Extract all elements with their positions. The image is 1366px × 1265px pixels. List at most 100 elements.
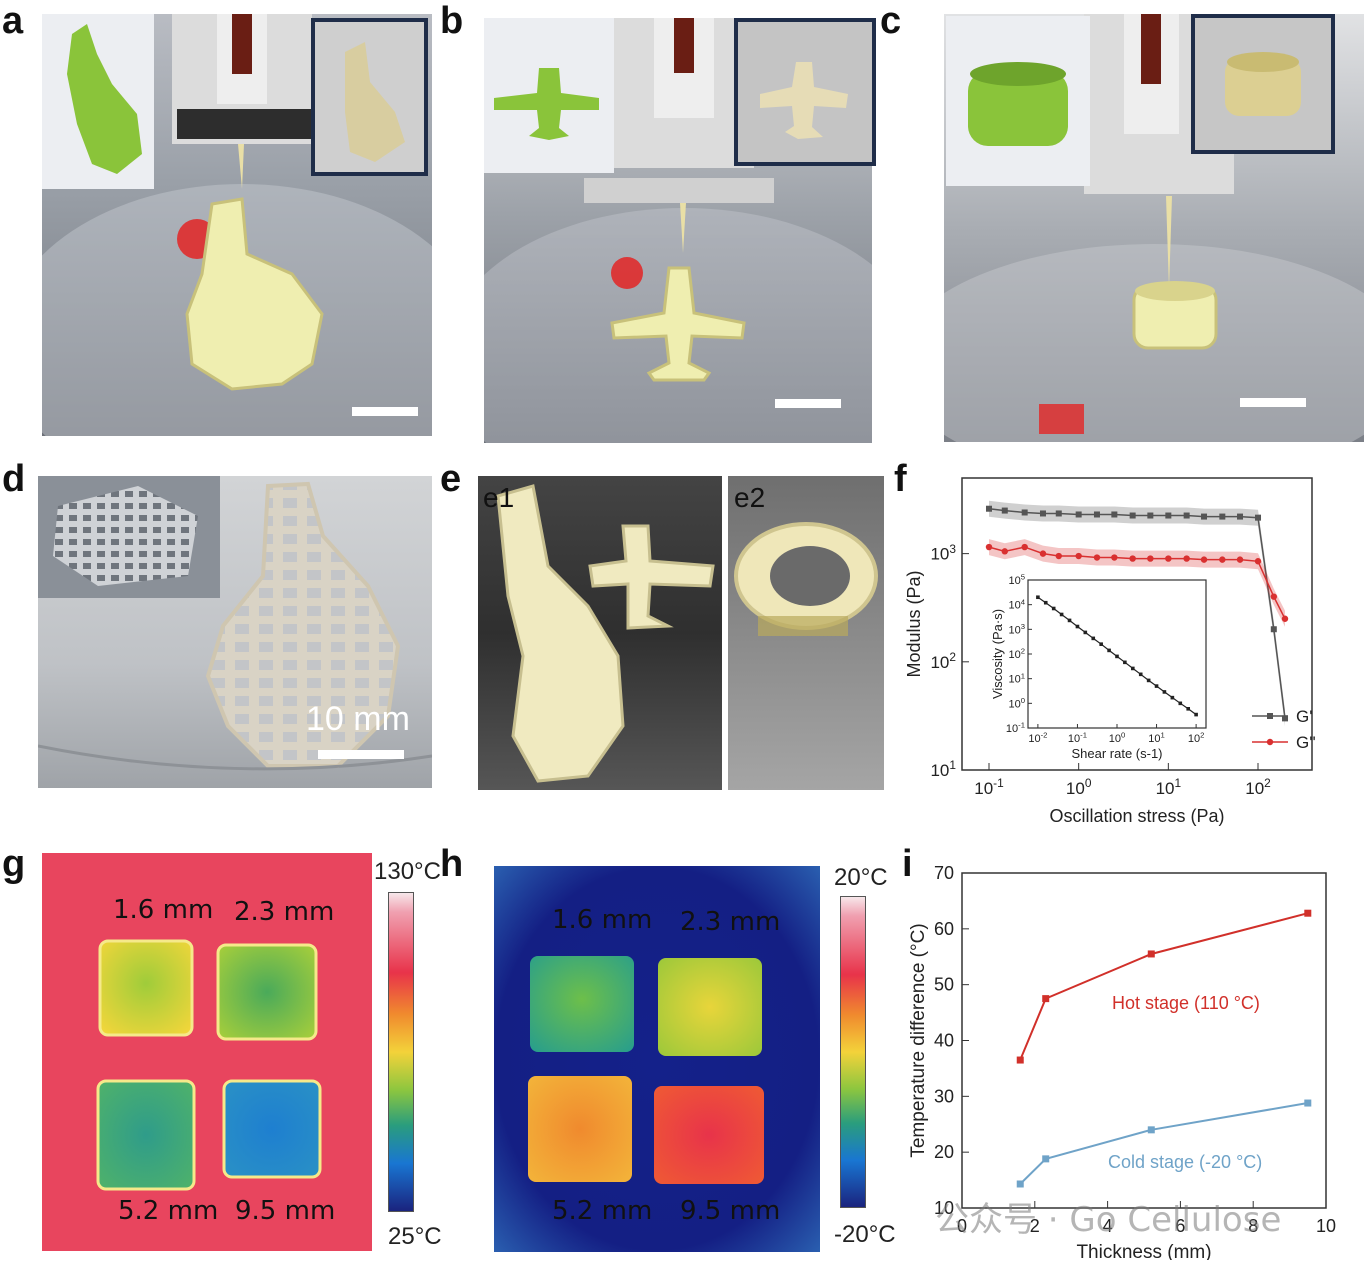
inset-a-cad-model <box>42 14 154 189</box>
chart-f-legend-marker <box>1266 738 1274 746</box>
chart-f-inset-xtick-label: 102 <box>1188 731 1205 745</box>
chart-f-ylabel: Modulus (Pa) <box>904 570 924 677</box>
chart-f-xtick-label: 100 <box>1066 776 1092 798</box>
chart-i-line-0 <box>1019 912 1309 1061</box>
chart-f-point <box>1183 512 1190 519</box>
colorbar-g <box>388 892 414 1212</box>
chart-f-inset-ytick-label: 101 <box>1008 671 1025 685</box>
chart-i-line-1 <box>1019 1102 1308 1185</box>
chart-f-inset-xtick-label: 101 <box>1148 731 1165 745</box>
chart-f-inset-point <box>1099 642 1103 646</box>
chart-f-point <box>1021 509 1028 516</box>
thickness-label-h-3: 5.2 mm <box>552 1196 653 1226</box>
chart-f-inset-xtick-label: 100 <box>1109 731 1126 745</box>
chart-f-modulus: 10-1 100 101 102 101 102 103 Oscillation stress… <box>904 477 1316 826</box>
chart-f-point <box>1165 512 1172 519</box>
panel-label-g: g <box>2 843 26 885</box>
chart-f-inset-ytick-label: 103 <box>1008 622 1025 636</box>
chart-f-point <box>985 505 992 512</box>
chart-f-point <box>1093 554 1101 561</box>
chart-f-inset-point <box>1091 636 1096 641</box>
chart-f-inset-point <box>1067 618 1072 623</box>
chart-f-inset-point <box>1178 701 1183 706</box>
thickness-label-h-4: 9.5 mm <box>680 1196 781 1226</box>
panel-label-a: a <box>2 0 24 42</box>
chart-f-inset-point <box>1083 630 1088 635</box>
inset-d-lattice-closeup <box>38 476 220 598</box>
sublabel-e1: e1 <box>483 482 515 513</box>
scale-bar-a <box>352 407 418 416</box>
photo-e1-printed-shapes <box>478 476 722 790</box>
chart-f-inset-point <box>1138 672 1143 677</box>
chart-f-inset-point <box>1194 712 1198 717</box>
chart-f-legend-label: G'' <box>1296 733 1316 752</box>
scale-bar-d <box>318 750 404 759</box>
panel-label-e: e <box>440 458 462 500</box>
chart-f-xtick-label: 10-1 <box>974 776 1004 798</box>
chart-f-inset-point <box>1154 684 1159 688</box>
chart-i-point <box>1304 909 1312 917</box>
panel-label-b: b <box>440 0 464 42</box>
chart-i-ytick-label: 20 <box>934 1142 954 1162</box>
chart-f-point <box>1165 555 1172 562</box>
colorbar-g-max: 130°C <box>374 858 441 885</box>
chart-f-ytick-label: 101 <box>930 758 956 780</box>
thickness-label-h-2: 2.3 mm <box>680 907 781 937</box>
chart-f-point <box>1237 513 1244 520</box>
thermal-image-g <box>42 853 372 1251</box>
inset-c-printed-result <box>1191 14 1335 154</box>
thickness-label-g-4: 9.5 mm <box>235 1196 336 1226</box>
colorbar-h-max: 20°C <box>834 864 888 891</box>
chart-f-inset-point <box>1115 654 1119 659</box>
chart-f-point <box>1039 550 1047 557</box>
chart-i-ytick-label: 40 <box>934 1031 954 1051</box>
chart-i-point <box>1016 1180 1024 1188</box>
chart-f-point <box>1201 513 1208 520</box>
chart-f-xlabel: Oscillation stress (Pa) <box>1049 806 1224 826</box>
thickness-label-h-1: 1.6 mm <box>552 905 653 935</box>
chart-f-band-0 <box>989 500 1285 727</box>
scale-bar-b <box>775 399 841 408</box>
chart-f-inset-point <box>1123 660 1127 665</box>
chart-f-point <box>1219 556 1226 563</box>
panel-label-h: h <box>440 843 464 885</box>
chart-f-xtick-label: 101 <box>1156 776 1182 798</box>
panel-label-f: f <box>894 458 907 500</box>
chart-f-point <box>1129 555 1136 562</box>
chart-f-inset-point <box>1051 606 1056 611</box>
scale-text-d: 10 mm <box>306 700 410 738</box>
panel-label-d: d <box>2 458 26 500</box>
chart-f-inset-xlabel: Shear rate (s-1) <box>1071 746 1162 761</box>
chart-f-legend-marker <box>1267 713 1273 719</box>
colorbar-h <box>840 896 866 1208</box>
chart-f-inset-ytick-label: 104 <box>1008 597 1025 611</box>
chart-f-ytick-label: 103 <box>930 542 956 564</box>
panel-label-i: i <box>902 843 913 885</box>
chart-f-point <box>985 543 993 551</box>
chart-i-xtick-label: 0 <box>957 1216 967 1236</box>
chart-i-point <box>1016 1056 1024 1064</box>
inset-b-cad-model <box>484 18 614 173</box>
chart-i-point <box>1147 950 1155 958</box>
chart-f-point <box>1219 513 1226 520</box>
chart-f-point <box>1282 715 1289 722</box>
chart-f-point <box>1270 626 1277 633</box>
inset-a-printed-result <box>311 18 428 176</box>
inset-b-printed-result <box>734 18 876 166</box>
chart-f-inset-point <box>1186 707 1191 711</box>
chart-f-point <box>1236 556 1244 563</box>
chart-i-xtick-label: 6 <box>1175 1216 1185 1236</box>
chart-f-inset-ytick-label: 102 <box>1008 647 1025 661</box>
chart-f-point <box>1111 511 1118 518</box>
chart-f-point <box>1039 510 1046 517</box>
chart-f-point <box>1255 514 1262 521</box>
chart-f-point <box>1021 543 1028 551</box>
chart-f-point <box>1111 554 1118 561</box>
chart-f-inset-xtick-label: 10-2 <box>1028 731 1047 745</box>
chart-f-point <box>1254 558 1262 565</box>
chart-f-point <box>1055 510 1062 517</box>
chart-f-point <box>1093 511 1100 518</box>
chart-f-inset-point <box>1162 690 1167 694</box>
chart-i-ytick-label: 70 <box>934 863 954 883</box>
chart-f-point <box>1270 593 1278 600</box>
